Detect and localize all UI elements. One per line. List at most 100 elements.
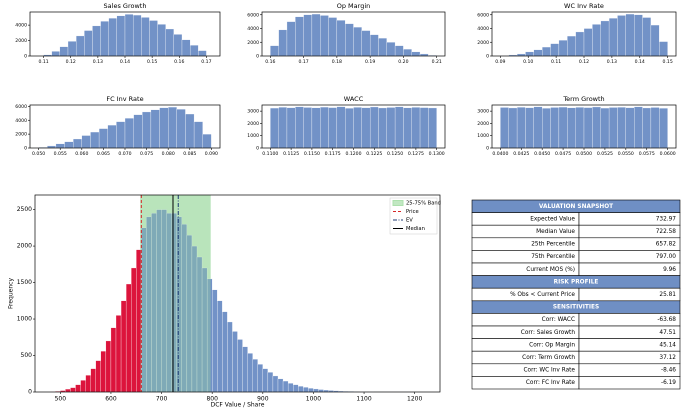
bar (277, 378, 284, 393)
x-tick-label: 0.11 (38, 59, 48, 65)
row-label: 75th Percentile (531, 254, 575, 260)
y-tick-label: 0 (256, 146, 259, 152)
bar (202, 133, 212, 149)
bar (142, 111, 152, 149)
bar (59, 46, 69, 57)
bar (262, 368, 269, 393)
bar (116, 15, 126, 57)
y-tick-label: 2000 (247, 121, 259, 127)
x-tick-label: 0.0500 (576, 151, 592, 157)
bar (625, 107, 635, 149)
y-tick-label: 0 (486, 146, 489, 152)
bar (361, 107, 371, 149)
y-tick-label: 3000 (247, 109, 259, 115)
bar (51, 51, 61, 57)
bar (85, 375, 91, 393)
section-title: VALUATION SNAPSHOT (539, 204, 613, 210)
y-tick-label: 2000 (477, 121, 489, 127)
x-tick-label: 0.16 (265, 59, 275, 65)
bar (542, 108, 551, 149)
row-label: Median Value (536, 229, 575, 235)
bar (625, 13, 635, 57)
y-axis-label: Frequency (8, 278, 15, 309)
bar (386, 107, 396, 149)
legend-label: Median (406, 226, 425, 232)
bar (567, 107, 576, 149)
axes-frame (491, 11, 677, 57)
y-tick-label: 0 (24, 54, 27, 60)
x-tick-label: 0.17 (298, 59, 308, 65)
y-tick-label: 4000 (477, 26, 489, 32)
bar (550, 107, 560, 149)
legend-label: Price (406, 209, 419, 215)
row-value: -63.68 (657, 317, 676, 323)
bar (558, 40, 568, 57)
bar (232, 331, 238, 393)
axes-frame (34, 194, 441, 393)
chart-title: WC Inv Rate (564, 2, 604, 10)
axes-frame (29, 104, 221, 149)
bar (157, 24, 166, 57)
bar (428, 107, 437, 149)
bar (567, 35, 576, 57)
bar (100, 350, 107, 393)
y-tick-label: 2000 (247, 40, 259, 46)
y-tick-label: 6000 (477, 12, 489, 18)
bar (533, 106, 543, 149)
x-tick-label: 0.085 (183, 151, 196, 157)
bar (270, 107, 279, 149)
bar (124, 118, 134, 149)
bar (100, 21, 109, 57)
row-label: Corr: Op Margin (529, 342, 575, 348)
y-tick-label: 2000 (17, 243, 32, 250)
bar (592, 106, 601, 149)
bar (193, 121, 203, 149)
bar (237, 339, 243, 393)
row-value: 797.00 (656, 254, 677, 260)
bar (303, 107, 313, 149)
axes-frame (29, 11, 221, 57)
y-tick-label: 6000 (15, 104, 27, 110)
y-tick-label: 1500 (17, 279, 32, 286)
x-tick-label: 0.15 (663, 59, 673, 65)
row-value: -8.46 (661, 368, 676, 374)
bar (95, 360, 101, 393)
bar (386, 42, 396, 57)
bar (64, 141, 74, 149)
bar (90, 131, 100, 149)
row-label: Corr: WACC (542, 317, 575, 323)
y-tick-label: 4000 (247, 26, 259, 32)
bar (120, 300, 127, 393)
bar (600, 20, 610, 57)
x-tick-label: 0.0525 (597, 151, 613, 157)
bar (303, 14, 313, 57)
chart-title: Op Margin (337, 2, 371, 10)
x-tick-label: 0.10 (523, 59, 533, 65)
x-tick-label: 700 (156, 395, 168, 402)
bar (189, 45, 199, 57)
x-tick-label: 0.0400 (492, 151, 508, 157)
x-tick-label: 0.0575 (639, 151, 655, 157)
bar (133, 114, 143, 149)
iqr-band-overlay (140, 195, 211, 392)
bar (328, 17, 338, 57)
bar (608, 18, 618, 57)
x-tick-label: 0.12 (579, 59, 589, 65)
bar (600, 107, 610, 149)
bar (278, 29, 288, 57)
x-tick-label: 0.1300 (429, 151, 445, 157)
bar (252, 359, 258, 393)
x-tick-label: 600 (105, 395, 117, 402)
bar (659, 108, 668, 149)
bar (70, 387, 76, 393)
x-tick-label: 0.0600 (660, 151, 676, 157)
row-value: 45.14 (659, 342, 676, 348)
legend-label: 25-75% Band (406, 201, 441, 207)
chart-title: Term Growth (562, 95, 604, 103)
row-label: Corr: Term Growth (522, 355, 575, 361)
x-tick-label: 0.1150 (304, 151, 320, 157)
bar (659, 41, 668, 57)
y-tick-label: 4000 (15, 23, 27, 29)
bar (75, 35, 85, 57)
bar (634, 14, 643, 57)
